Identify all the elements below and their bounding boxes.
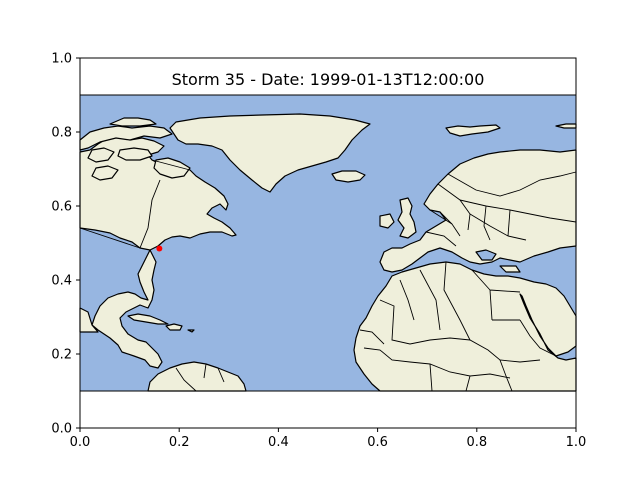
greenland-land [169, 113, 371, 193]
x-axis-ticks: 0.0 0.2 0.4 0.6 0.8 1.0 [70, 428, 587, 450]
iceland-land [331, 170, 366, 183]
eurasia-africa-land [353, 149, 577, 392]
storm-position-marker [156, 245, 163, 252]
caribbean-islands-land [127, 313, 195, 333]
x-tick-label: 0.4 [268, 435, 289, 450]
british-isles-land [379, 197, 417, 239]
x-tick-label: 1.0 [566, 435, 587, 450]
axes-frame [79, 57, 577, 429]
y-tick-label: 0.4 [51, 274, 72, 289]
y-axis-ticks: 0.0 0.2 0.4 0.6 0.8 1.0 [51, 52, 80, 437]
chart-title: Storm 35 - Date: 1999-01-13T12:00:00 [172, 70, 485, 89]
arctic-islands-land [79, 117, 191, 181]
x-tick-label: 0.0 [70, 435, 91, 450]
y-tick-label: 0.0 [51, 422, 72, 437]
y-tick-label: 0.8 [51, 126, 72, 141]
country-borders [79, 159, 577, 392]
y-tick-label: 0.6 [51, 200, 72, 215]
x-tick-label: 0.6 [367, 435, 388, 450]
land-masses [79, 113, 577, 392]
y-tick-label: 0.2 [51, 348, 72, 363]
y-tick-label: 1.0 [51, 52, 72, 67]
x-tick-label: 0.2 [169, 435, 190, 450]
x-tick-label: 0.8 [466, 435, 487, 450]
